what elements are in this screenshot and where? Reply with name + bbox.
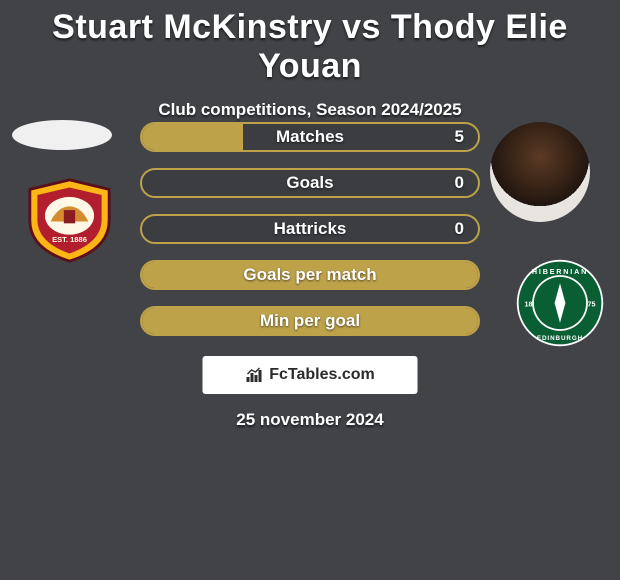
page-subtitle: Club competitions, Season 2024/2025 [0, 100, 620, 120]
fctables-label: FcTables.com [269, 366, 375, 384]
stat-row-goals-per-match: Goals per match [140, 260, 480, 290]
stat-value: 0 [455, 219, 464, 239]
svg-text:75: 75 [588, 300, 596, 309]
stat-value: 0 [455, 173, 464, 193]
stat-row-min-per-goal: Min per goal [140, 306, 480, 336]
player-photo-left [12, 120, 112, 150]
svg-text:18: 18 [525, 300, 533, 309]
stat-label: Matches [142, 127, 478, 147]
club-badge-right: HIBERNIAN EDINBURGH 18 75 [515, 258, 605, 348]
stat-value: 5 [455, 127, 464, 147]
stat-label: Hattricks [142, 219, 478, 239]
player-photo-right [490, 122, 590, 222]
chart-icon [245, 367, 265, 383]
stat-row-goals: Goals 0 [140, 168, 480, 198]
stat-row-hattricks: Hattricks 0 [140, 214, 480, 244]
club-badge-left: EST. 1886 [22, 178, 117, 263]
svg-text:HIBERNIAN: HIBERNIAN [532, 267, 588, 276]
stat-label: Goals [142, 173, 478, 193]
fctables-badge: FcTables.com [203, 356, 418, 394]
stat-label: Goals per match [142, 265, 478, 285]
page-title: Stuart McKinstry vs Thody Elie Youan [0, 0, 620, 86]
svg-text:EST. 1886: EST. 1886 [52, 235, 87, 244]
stats-container: Matches 5 Goals 0 Hattricks 0 Goals per … [140, 122, 480, 352]
date-label: 25 november 2024 [0, 410, 620, 430]
stat-label: Min per goal [142, 311, 478, 331]
stat-row-matches: Matches 5 [140, 122, 480, 152]
svg-text:EDINBURGH: EDINBURGH [537, 335, 583, 342]
